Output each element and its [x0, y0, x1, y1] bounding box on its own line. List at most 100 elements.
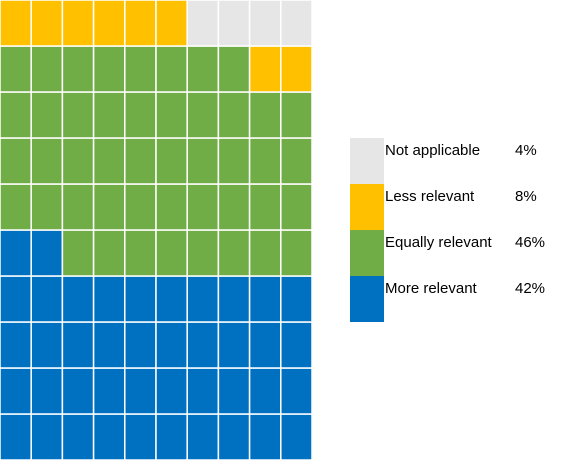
waffle-cell-more-relevant: [155, 321, 188, 369]
waffle-cell-more-relevant: [280, 275, 313, 323]
legend-item-more-relevant: More relevant 42%: [350, 276, 550, 322]
waffle-cell-more-relevant: [155, 367, 188, 415]
waffle-cell-equally-relevant: [124, 183, 157, 231]
waffle-cell-equally-relevant: [61, 91, 95, 139]
waffle-cell-more-relevant: [124, 275, 157, 323]
waffle-cell-more-relevant: [92, 367, 126, 415]
legend-value-not-applicable: 4%: [515, 142, 537, 159]
legend-item-not-applicable: Not applicable 4%: [350, 138, 550, 184]
legend-swatch-not-applicable: [350, 138, 384, 184]
waffle-cell-equally-relevant: [280, 229, 313, 277]
waffle-cell-equally-relevant: [124, 91, 157, 139]
waffle-cell-equally-relevant: [248, 229, 282, 277]
waffle-cell-more-relevant: [186, 367, 220, 415]
legend-label-less-relevant: Less relevant: [385, 188, 475, 205]
waffle-cell-less-relevant: [0, 0, 32, 47]
waffle-cell-not-applicable: [280, 0, 313, 47]
waffle-cell-more-relevant: [30, 275, 64, 323]
waffle-cell-more-relevant: [280, 321, 313, 369]
waffle-cell-not-applicable: [217, 0, 251, 47]
legend-label-equally-relevant: Equally relevant: [385, 234, 492, 251]
waffle-cell-equally-relevant: [248, 137, 282, 185]
waffle-cell-equally-relevant: [155, 137, 188, 185]
waffle-cell-equally-relevant: [186, 91, 220, 139]
waffle-cell-more-relevant: [30, 321, 64, 369]
waffle-cell-equally-relevant: [217, 45, 251, 93]
waffle-cell-more-relevant: [217, 321, 251, 369]
waffle-cell-more-relevant: [248, 275, 282, 323]
waffle-cell-equally-relevant: [0, 183, 32, 231]
waffle-cell-more-relevant: [124, 367, 157, 415]
waffle-cell-equally-relevant: [155, 91, 188, 139]
waffle-cell-more-relevant: [124, 321, 157, 369]
waffle-cell-equally-relevant: [30, 45, 64, 93]
waffle-cell-less-relevant: [30, 0, 64, 47]
waffle-cell-equally-relevant: [61, 229, 95, 277]
waffle-cell-more-relevant: [92, 413, 126, 461]
waffle-cell-not-applicable: [186, 0, 220, 47]
legend-item-equally-relevant: Equally relevant 46%: [350, 230, 550, 276]
waffle-cell-equally-relevant: [155, 45, 188, 93]
waffle-cell-equally-relevant: [217, 91, 251, 139]
waffle-cell-more-relevant: [92, 275, 126, 323]
waffle-cell-more-relevant: [0, 275, 32, 323]
waffle-cell-equally-relevant: [0, 137, 32, 185]
waffle-cell-equally-relevant: [124, 229, 157, 277]
legend-value-equally-relevant: 46%: [515, 234, 546, 251]
waffle-cell-equally-relevant: [124, 137, 157, 185]
waffle-cell-equally-relevant: [217, 229, 251, 277]
legend-value-more-relevant: 42%: [515, 280, 546, 297]
waffle-cell-equally-relevant: [92, 91, 126, 139]
legend-value-less-relevant: 8%: [515, 188, 537, 205]
waffle-cell-equally-relevant: [217, 183, 251, 231]
waffle-cell-equally-relevant: [92, 229, 126, 277]
waffle-cell-equally-relevant: [30, 137, 64, 185]
waffle-cell-equally-relevant: [186, 45, 220, 93]
waffle-cell-equally-relevant: [92, 45, 126, 93]
waffle-cell-more-relevant: [30, 413, 64, 461]
waffle-chart: [0, 0, 313, 461]
waffle-cell-less-relevant: [280, 45, 313, 93]
waffle-cell-more-relevant: [30, 229, 64, 277]
legend-swatch-more-relevant: [350, 276, 384, 322]
waffle-cell-more-relevant: [0, 321, 32, 369]
waffle-cell-more-relevant: [0, 229, 32, 277]
waffle-cell-more-relevant: [217, 413, 251, 461]
waffle-cell-more-relevant: [248, 367, 282, 415]
waffle-cell-more-relevant: [248, 321, 282, 369]
legend-swatch-less-relevant: [350, 184, 384, 230]
waffle-cell-equally-relevant: [61, 183, 95, 231]
waffle-cell-equally-relevant: [30, 183, 64, 231]
waffle-cell-equally-relevant: [280, 183, 313, 231]
waffle-cell-equally-relevant: [217, 137, 251, 185]
waffle-cell-less-relevant: [155, 0, 188, 47]
waffle-cell-more-relevant: [61, 321, 95, 369]
waffle-cell-more-relevant: [61, 275, 95, 323]
waffle-cell-equally-relevant: [186, 183, 220, 231]
waffle-cell-equally-relevant: [30, 91, 64, 139]
waffle-cell-equally-relevant: [0, 45, 32, 93]
waffle-cell-equally-relevant: [248, 183, 282, 231]
waffle-cell-equally-relevant: [124, 45, 157, 93]
waffle-cell-more-relevant: [186, 275, 220, 323]
waffle-cell-less-relevant: [248, 45, 282, 93]
waffle-cell-more-relevant: [155, 275, 188, 323]
waffle-cell-more-relevant: [248, 413, 282, 461]
waffle-cell-less-relevant: [61, 0, 95, 47]
waffle-cell-equally-relevant: [61, 45, 95, 93]
waffle-cell-equally-relevant: [61, 137, 95, 185]
waffle-cell-equally-relevant: [155, 183, 188, 231]
legend-swatch-equally-relevant: [350, 230, 384, 276]
legend-label-not-applicable: Not applicable: [385, 142, 481, 159]
waffle-cell-equally-relevant: [186, 137, 220, 185]
waffle-cell-more-relevant: [61, 413, 95, 461]
waffle-cell-more-relevant: [0, 413, 32, 461]
legend-label-more-relevant: More relevant: [385, 280, 477, 297]
waffle-cell-more-relevant: [30, 367, 64, 415]
waffle-cell-more-relevant: [186, 413, 220, 461]
waffle-cell-equally-relevant: [92, 183, 126, 231]
waffle-cell-more-relevant: [280, 413, 313, 461]
waffle-cell-equally-relevant: [248, 91, 282, 139]
waffle-cell-more-relevant: [61, 367, 95, 415]
waffle-cell-equally-relevant: [186, 229, 220, 277]
